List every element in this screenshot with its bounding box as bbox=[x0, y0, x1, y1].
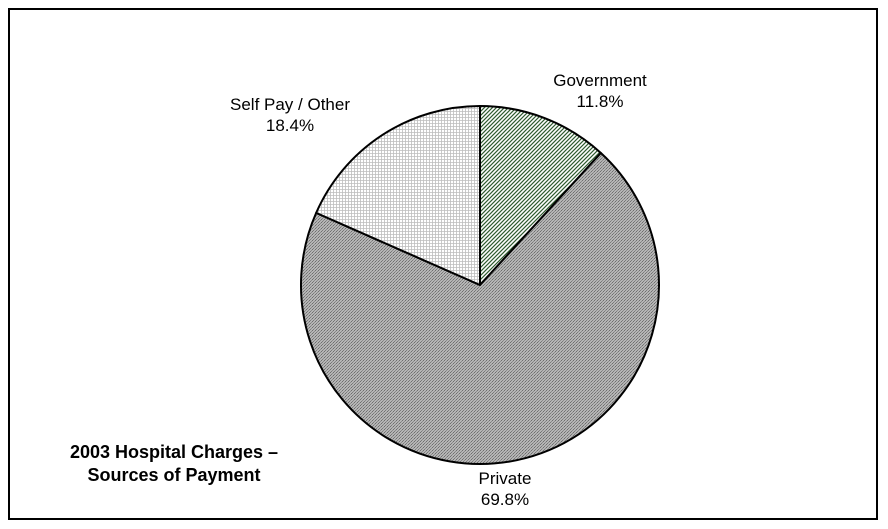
slice-label-self-pay: Self Pay / Other 18.4% bbox=[205, 94, 375, 136]
slice-value-government: 11.8% bbox=[576, 92, 624, 111]
pie-slice-private bbox=[300, 151, 660, 465]
slice-value-private: 69.8% bbox=[480, 490, 530, 509]
chart-title-line1: 2003 Hospital Charges – bbox=[69, 442, 279, 462]
slice-name-government: Government bbox=[553, 71, 647, 90]
slice-value-self-pay: 18.4% bbox=[265, 116, 315, 135]
slice-name-private: Private bbox=[478, 469, 532, 488]
slice-label-government: Government 11.8% bbox=[535, 70, 665, 112]
pie-slice-government bbox=[479, 105, 602, 286]
chart-title: 2003 Hospital Charges – Sources of Payme… bbox=[24, 441, 324, 487]
slice-label-private: Private 69.8% bbox=[455, 468, 555, 510]
pie-slice-self-pay-other bbox=[315, 105, 481, 286]
chart-title-line2: Sources of Payment bbox=[87, 465, 261, 485]
slice-name-self-pay: Self Pay / Other bbox=[230, 95, 350, 114]
